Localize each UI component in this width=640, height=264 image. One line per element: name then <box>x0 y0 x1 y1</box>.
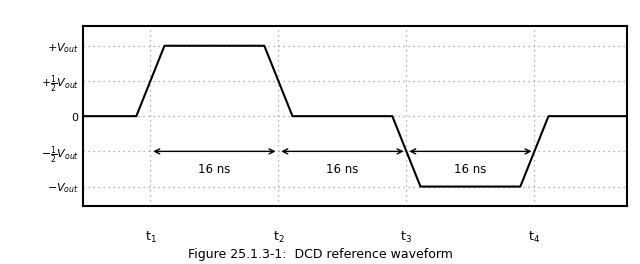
Text: 16 ns: 16 ns <box>198 163 230 176</box>
Text: t$_4$: t$_4$ <box>529 230 540 245</box>
Text: t$_2$: t$_2$ <box>273 230 284 245</box>
Text: Figure 25.1.3-1:  DCD reference waveform: Figure 25.1.3-1: DCD reference waveform <box>188 248 452 261</box>
Text: 16 ns: 16 ns <box>454 163 486 176</box>
Text: t$_1$: t$_1$ <box>145 230 156 245</box>
Text: 16 ns: 16 ns <box>326 163 358 176</box>
Text: t$_3$: t$_3$ <box>401 230 412 245</box>
